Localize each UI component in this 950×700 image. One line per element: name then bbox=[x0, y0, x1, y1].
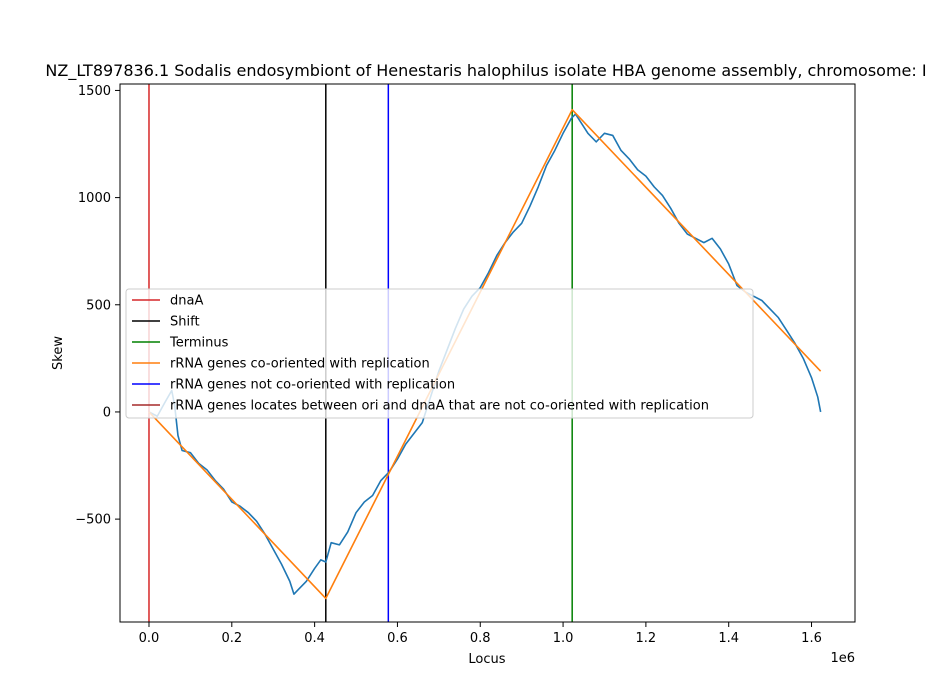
legend-entry-label: rRNA genes locates between ori and dnaA … bbox=[170, 399, 709, 414]
legend-entry-label: rRNA genes co-oriented with replication bbox=[170, 357, 430, 372]
x-tick-label: 1.6 bbox=[801, 631, 822, 646]
legend-entry-label: dnaA bbox=[170, 294, 203, 309]
y-tick-label: 1000 bbox=[78, 191, 111, 206]
x-tick-label: 1.0 bbox=[553, 631, 574, 646]
x-tick-label: 0.0 bbox=[139, 631, 160, 646]
x-tick-label: 0.2 bbox=[221, 631, 242, 646]
x-axis-label: Locus bbox=[468, 652, 505, 667]
x-axis: 0.0 0.2 0.4 0.6 0.8 1.0 1.2 1.4 1.6 bbox=[139, 622, 822, 646]
x-tick-label: 0.4 bbox=[304, 631, 325, 646]
legend-entry-label: Shift bbox=[170, 315, 200, 330]
legend-box bbox=[125, 288, 754, 419]
x-tick-label: 1.2 bbox=[636, 631, 657, 646]
y-axis-label: Skew bbox=[51, 336, 66, 370]
legend-entry-label: rRNA genes not co-oriented with replicat… bbox=[170, 378, 455, 393]
plot-frame bbox=[119, 83, 856, 623]
x-tick-label: 1.4 bbox=[718, 631, 739, 646]
legend-entry-label: Terminus bbox=[169, 336, 229, 351]
y-tick-label: −500 bbox=[75, 513, 111, 528]
y-axis: −500 0 500 1000 1500 bbox=[75, 84, 120, 528]
x-axis-offset-label: 1e6 bbox=[830, 651, 855, 666]
y-tick-label: 500 bbox=[86, 298, 111, 313]
legend: dnaA Shift Terminus rRNA genes co-oriented … bbox=[125, 288, 754, 419]
x-tick-label: 0.8 bbox=[470, 631, 491, 646]
y-tick-label: 1500 bbox=[78, 84, 111, 99]
y-tick-label: 0 bbox=[103, 405, 111, 420]
x-tick-label: 0.6 bbox=[387, 631, 408, 646]
chart-title: NZ_LT897836.1 Sodalis endosymbiont of He… bbox=[45, 61, 926, 81]
